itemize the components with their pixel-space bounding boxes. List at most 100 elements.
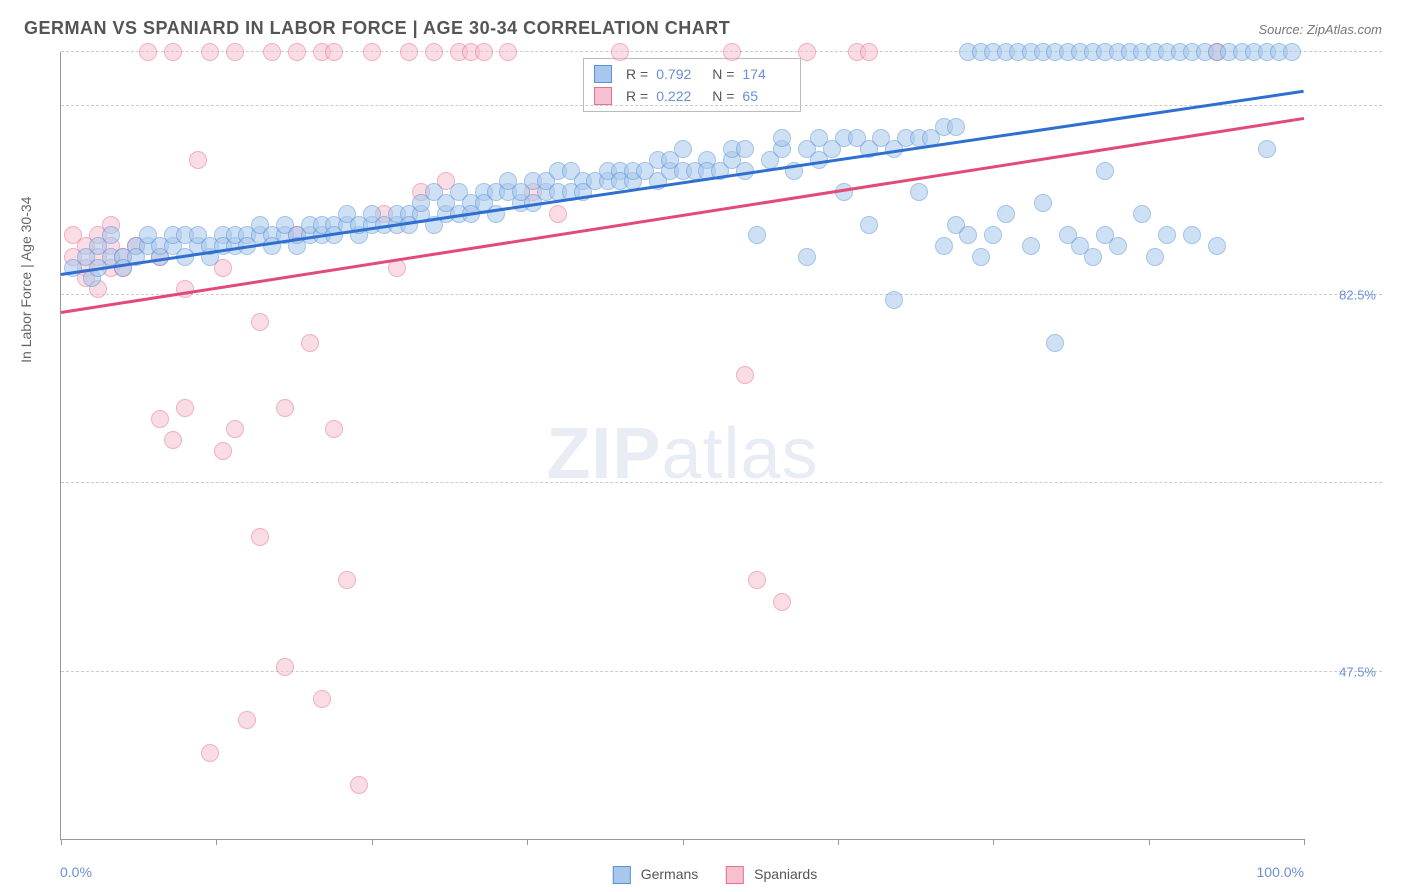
y-axis-label: In Labor Force | Age 30-34 (18, 197, 34, 363)
x-tick (993, 839, 994, 845)
spaniards-swatch-icon (594, 87, 612, 105)
plot-area: ZIPatlas R = 0.792 N = 174 R = 0.222 N =… (60, 52, 1304, 840)
data-point (674, 140, 692, 158)
germans-legend-item: Germans (613, 866, 698, 884)
data-point (238, 711, 256, 729)
chart-container: In Labor Force | Age 30-34 ZIPatlas R = … (48, 52, 1382, 840)
data-point (984, 226, 1002, 244)
data-point (773, 129, 791, 147)
spaniards-label: Spaniards (754, 866, 817, 882)
data-point (363, 43, 381, 61)
data-point (1096, 226, 1114, 244)
x-max-label: 100.0% (1257, 864, 1304, 880)
germans-swatch-icon (594, 65, 612, 83)
data-point (860, 43, 878, 61)
data-point (214, 442, 232, 460)
data-point (736, 140, 754, 158)
data-point (164, 43, 182, 61)
data-point (798, 248, 816, 266)
data-point (1283, 43, 1301, 61)
data-point (910, 183, 928, 201)
x-min-label: 0.0% (60, 864, 92, 880)
data-point (475, 43, 493, 61)
data-point (276, 399, 294, 417)
data-point (997, 205, 1015, 223)
x-tick (838, 839, 839, 845)
data-point (1146, 248, 1164, 266)
data-point (301, 334, 319, 352)
y-tick-label: 47.5% (1339, 664, 1376, 679)
data-point (201, 43, 219, 61)
data-point (276, 658, 294, 676)
data-point (201, 744, 219, 762)
data-point (748, 226, 766, 244)
x-tick (527, 839, 528, 845)
data-point (251, 313, 269, 331)
source-label: Source: ZipAtlas.com (1258, 22, 1382, 37)
data-point (1071, 237, 1089, 255)
data-point (1158, 226, 1176, 244)
data-point (1046, 334, 1064, 352)
data-point (1258, 140, 1276, 158)
r-label: R = (626, 66, 648, 82)
gridline (61, 482, 1382, 483)
data-point (499, 43, 517, 61)
data-point (226, 43, 244, 61)
germans-swatch-icon (613, 866, 631, 884)
data-point (400, 43, 418, 61)
data-point (860, 216, 878, 234)
data-point (935, 237, 953, 255)
data-point (338, 571, 356, 589)
data-point (102, 226, 120, 244)
n-label: N = (712, 66, 734, 82)
data-point (251, 528, 269, 546)
data-point (549, 205, 567, 223)
data-point (1183, 226, 1201, 244)
gridline (61, 294, 1382, 295)
x-tick (1304, 839, 1305, 845)
correlation-legend: R = 0.792 N = 174 R = 0.222 N = 65 (583, 58, 801, 112)
y-tick-label: 82.5% (1339, 287, 1376, 302)
data-point (139, 43, 157, 61)
series-legend: Germans Spaniards (613, 866, 817, 884)
data-point (748, 571, 766, 589)
germans-r-value: 0.792 (656, 66, 704, 82)
germans-label: Germans (641, 866, 699, 882)
x-tick (216, 839, 217, 845)
gridline (61, 105, 1382, 106)
data-point (1022, 237, 1040, 255)
data-point (798, 43, 816, 61)
data-point (176, 399, 194, 417)
spaniards-r-value: 0.222 (656, 88, 704, 104)
data-point (773, 593, 791, 611)
data-point (226, 420, 244, 438)
data-point (1208, 237, 1226, 255)
data-point (723, 43, 741, 61)
r-label: R = (626, 88, 648, 104)
data-point (325, 420, 343, 438)
data-point (947, 118, 965, 136)
data-point (151, 410, 169, 428)
data-point (263, 43, 281, 61)
data-point (1096, 162, 1114, 180)
data-point (959, 226, 977, 244)
data-point (288, 43, 306, 61)
data-point (164, 431, 182, 449)
gridline (61, 671, 1382, 672)
data-point (313, 690, 331, 708)
x-tick (61, 839, 62, 845)
data-point (425, 43, 443, 61)
x-tick (1149, 839, 1150, 845)
x-tick (372, 839, 373, 845)
data-point (325, 43, 343, 61)
data-point (885, 291, 903, 309)
x-tick (683, 839, 684, 845)
data-point (350, 776, 368, 794)
germans-n-value: 174 (742, 66, 790, 82)
spaniards-swatch-icon (726, 866, 744, 884)
data-point (189, 151, 207, 169)
data-point (736, 366, 754, 384)
chart-title: GERMAN VS SPANIARD IN LABOR FORCE | AGE … (24, 18, 730, 39)
spaniards-n-value: 65 (742, 88, 790, 104)
n-label: N = (712, 88, 734, 104)
